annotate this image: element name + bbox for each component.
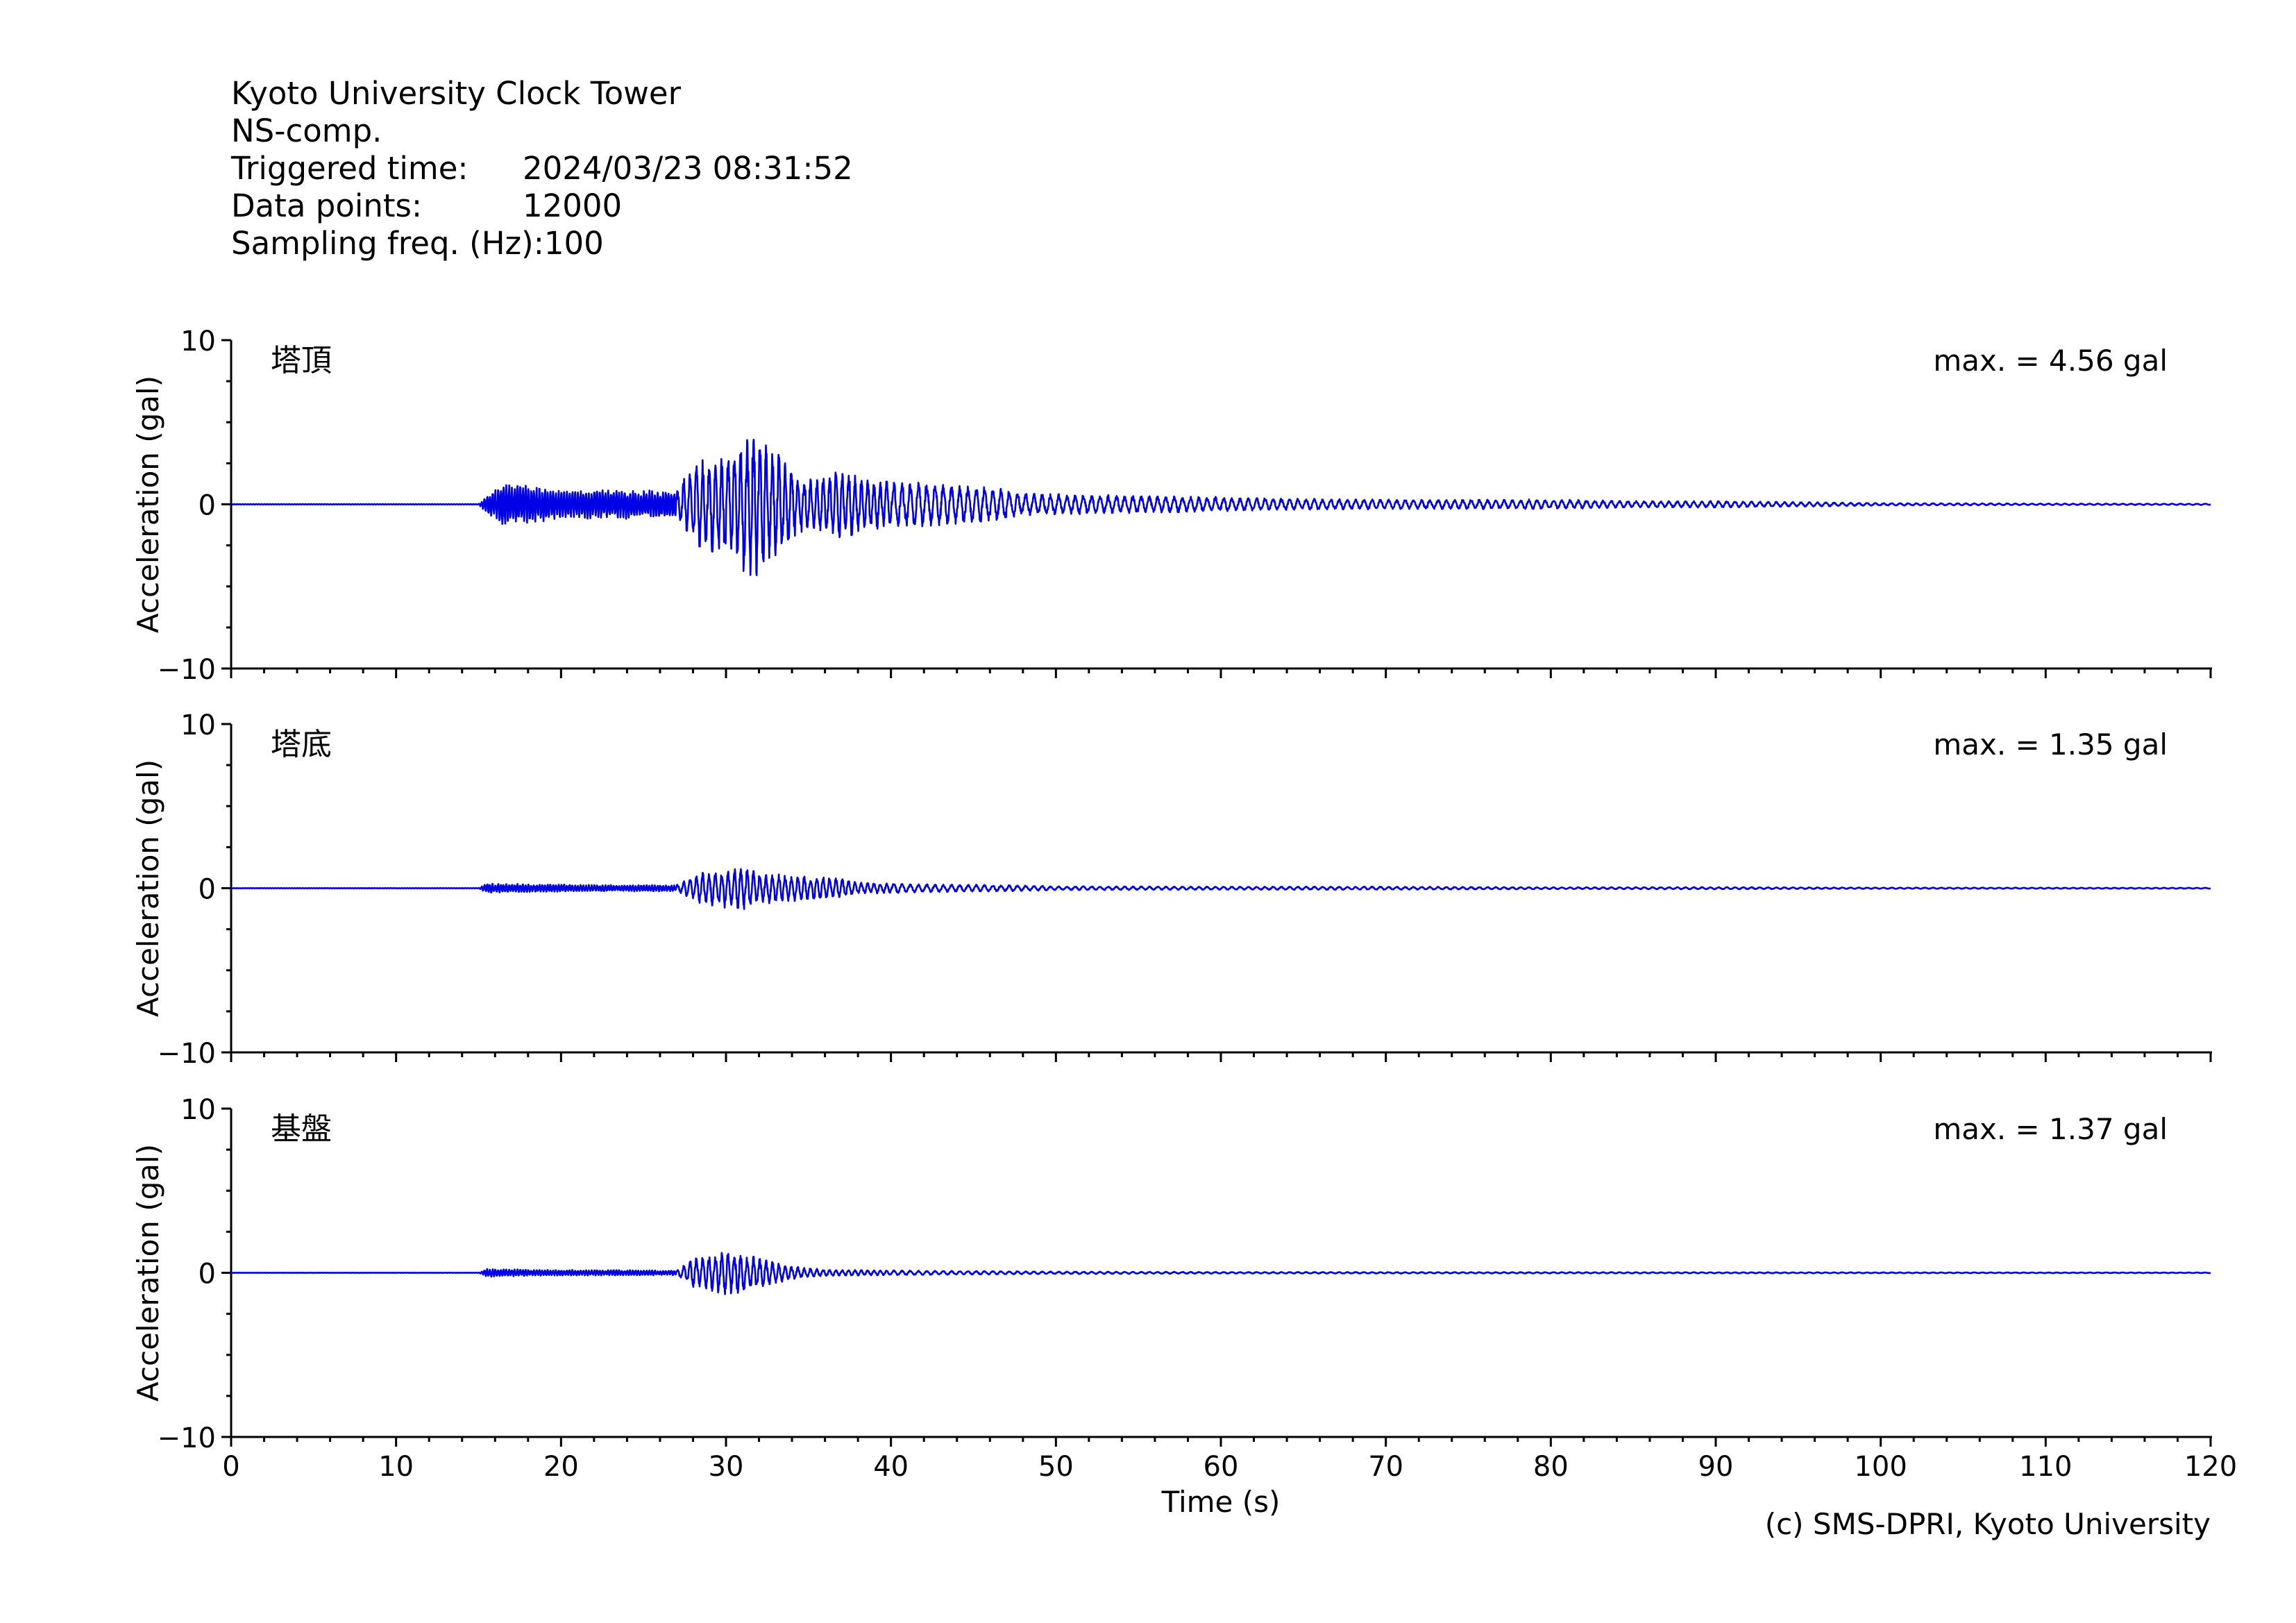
x-tick-label: 70 [1368, 1451, 1403, 1483]
panel-title: 塔底 [271, 727, 332, 762]
y-tick-label: −10 [158, 654, 216, 686]
y-tick-label: −10 [158, 1038, 216, 1070]
panel-title: 塔頂 [271, 343, 332, 378]
y-axis-label: Acceleration (gal) [131, 1144, 165, 1402]
x-tick-label: 20 [543, 1451, 579, 1483]
x-tick-label: 90 [1698, 1451, 1734, 1483]
sampling-freq-value: 100 [543, 225, 604, 262]
y-tick-label: 10 [180, 709, 216, 741]
sampling-freq-row: Sampling freq. (Hz):100 [231, 225, 853, 262]
triggered-time-label: Triggered time: [231, 150, 469, 187]
x-tick-label: 100 [1854, 1451, 1907, 1483]
max-label: max. = 1.37 gal [1933, 1112, 2168, 1146]
triggered-time-row: Triggered time: 2024/03/23 08:31:52 [231, 150, 853, 187]
data-points-row: Data points: 12000 [231, 187, 853, 225]
x-tick-label: 10 [378, 1451, 414, 1483]
waveform-trace [230, 1252, 2211, 1295]
y-tick-label: 10 [180, 326, 216, 358]
record-info: Kyoto University Clock Tower NS-comp. Tr… [231, 75, 853, 262]
x-tick-label: 0 [222, 1451, 239, 1483]
triggered-time-value: 2024/03/23 08:31:52 [523, 150, 853, 187]
y-tick-label: 0 [199, 1259, 216, 1290]
x-tick-label: 110 [2019, 1451, 2072, 1483]
data-points-label: Data points: [231, 187, 423, 224]
panel-title: 基盤 [271, 1111, 332, 1147]
y-axis-label: Acceleration (gal) [131, 759, 165, 1017]
component-label: NS-comp. [231, 112, 382, 149]
y-tick-label: 0 [199, 874, 216, 906]
waveform-trace [230, 439, 2211, 576]
max-label: max. = 4.56 gal [1933, 344, 2168, 378]
x-tick-label: 80 [1533, 1451, 1569, 1483]
y-tick-label: 10 [180, 1094, 216, 1126]
data-points-value: 12000 [523, 187, 623, 224]
waveform-trace [230, 868, 2211, 910]
y-axis-label: Acceleration (gal) [131, 376, 165, 633]
x-tick-label: 60 [1204, 1451, 1239, 1483]
x-axis-label: Time (s) [1161, 1485, 1281, 1519]
credit-label: (c) SMS-DPRI, Kyoto University [1765, 1507, 2211, 1541]
x-tick-label: 50 [1038, 1451, 1074, 1483]
station-name: Kyoto University Clock Tower [231, 75, 682, 112]
x-tick-label: 120 [2184, 1451, 2237, 1483]
x-tick-label: 30 [709, 1451, 744, 1483]
max-label: max. = 1.35 gal [1933, 728, 2168, 762]
sampling-freq-label: Sampling freq. (Hz): [231, 225, 544, 262]
y-tick-label: −10 [158, 1422, 216, 1454]
x-tick-label: 40 [873, 1451, 909, 1483]
y-tick-label: 0 [199, 490, 216, 522]
